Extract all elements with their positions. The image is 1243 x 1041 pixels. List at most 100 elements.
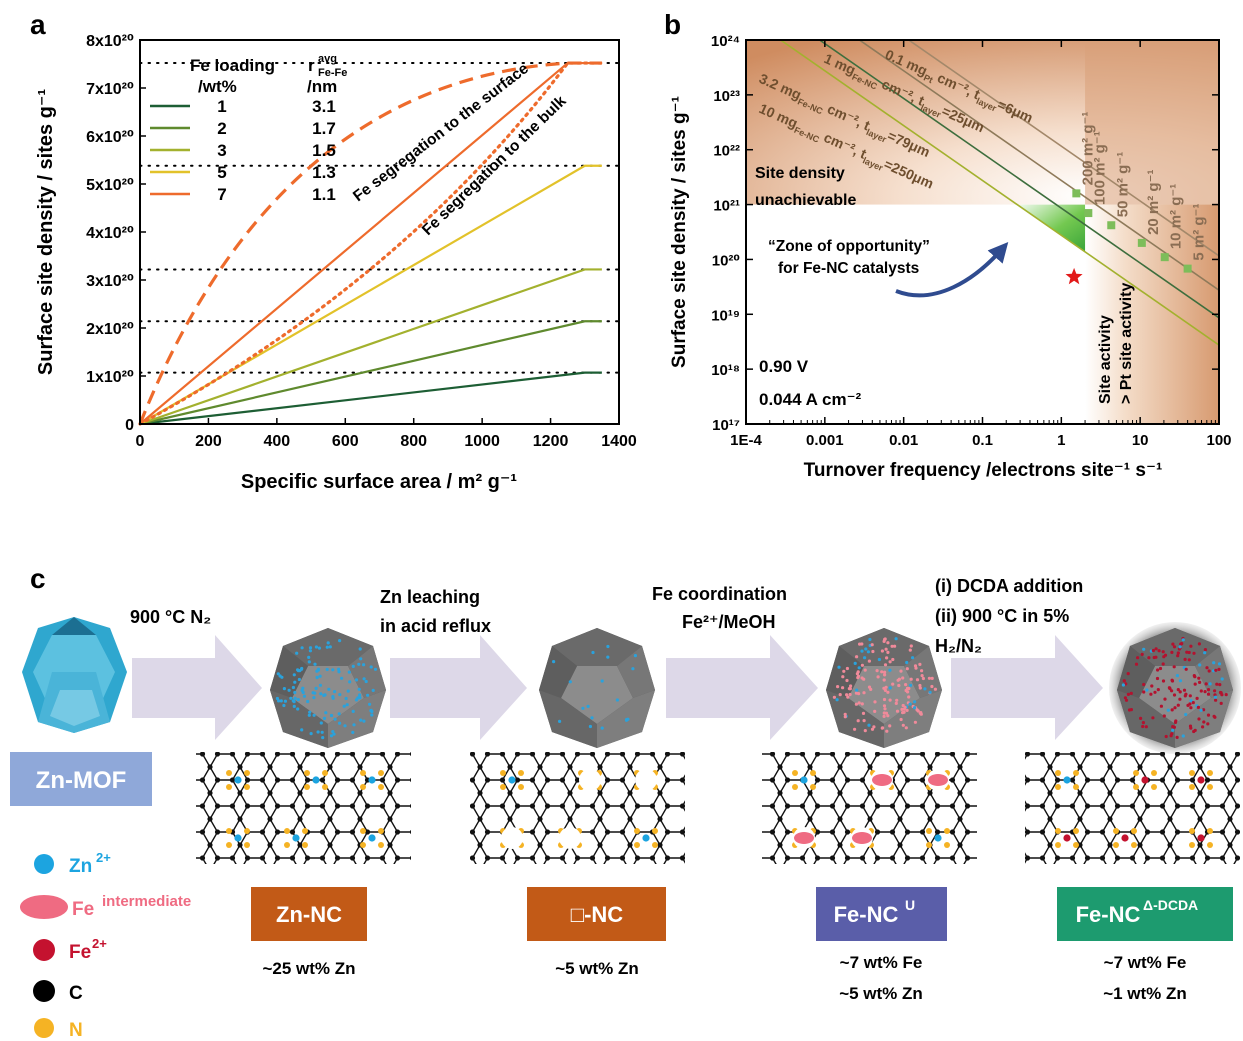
crystal-dopant-dot [1188, 724, 1193, 728]
crystal-dopant-dot [1175, 674, 1179, 678]
legend-fe2-sup: 2+ [92, 936, 107, 951]
crystal-dopant-dot [1198, 680, 1202, 685]
panel-label-a: a [30, 9, 46, 40]
crystal-dopant-dot [842, 669, 846, 673]
crystal-dopant-dot [282, 703, 286, 708]
crystal-dopant-dot [897, 683, 901, 688]
crystal-dopant-dot [915, 678, 920, 682]
crystal-dopant-dot [835, 698, 839, 702]
crystal-dopant-dot [1172, 645, 1177, 649]
crystal-dopant-dot [316, 667, 321, 671]
fe-intermediate-site [872, 774, 892, 786]
nitrogen-atom [1151, 770, 1157, 776]
metal-site [368, 834, 376, 842]
surface-area-marker [1160, 253, 1169, 262]
y-tick-label: 10²² [713, 143, 740, 160]
vacancy-site [501, 827, 523, 849]
crystal-dopant-dot [875, 669, 879, 673]
crystal-dopant-dot [1178, 645, 1182, 649]
crystal-dopant-dot [1192, 651, 1196, 655]
crystal-dopant-dot [1170, 678, 1174, 682]
crystal-dopant-dot [324, 711, 328, 715]
annotation-unachievable-2: unachievable [755, 192, 856, 209]
panel-a-series [138, 61, 604, 426]
crystal-dopant-dot [625, 718, 629, 722]
x-tick-label: 200 [195, 433, 222, 450]
nitrogen-atom [1189, 842, 1195, 848]
metal-site [234, 834, 242, 842]
crystal-dopant-dot [1188, 694, 1192, 698]
panel-b-ticks: 1E-4 0.001 0.01 0.1 1 10 100 10¹⁷ 10¹⁸ 10¹⁹ 10²⁰ 10… [711, 33, 1232, 449]
label-subscript: Pt [922, 72, 934, 85]
zn-mof-box [10, 752, 152, 806]
crystal-dopant-dot [1129, 691, 1133, 696]
nitrogen-atom [1055, 784, 1061, 790]
crystal-dopant-dot [586, 704, 590, 709]
metal-site [234, 776, 242, 784]
crystal-dopant-dot [909, 644, 913, 648]
crystal-dopant-dot [918, 686, 922, 690]
crystal-dopant-dot [1183, 657, 1187, 662]
nitrogen-atom [226, 770, 232, 776]
panel-a-ticks: 0 200 400 600 800 1000 1200 1400 0 1x10²⁰ 2x10²⁰ 3x… [86, 33, 637, 450]
nitrogen-atom [1113, 842, 1119, 848]
crystal-dopant-dot [1176, 703, 1180, 707]
process-arrow-1 [132, 635, 262, 740]
crystal-dopant-dot [904, 683, 908, 687]
legend-header-r: r [308, 56, 315, 75]
crystal-dopant-dot [1147, 656, 1151, 660]
crystal-dopant-dot [373, 667, 378, 671]
nitrogen-atom [1055, 770, 1061, 776]
crystal-dopant-dot [1220, 693, 1224, 697]
crystal-dopant-dot [338, 693, 342, 697]
crystal-dopant-dot [876, 675, 880, 679]
y-tick-label: 0 [125, 417, 134, 434]
crystal-dopant-dot [1181, 638, 1185, 642]
crystal-dopant-dot [883, 663, 888, 667]
crystal-dopant-dot [862, 691, 866, 695]
crystal-dopant-dot [306, 699, 310, 704]
crystal-dopant-dot [331, 695, 335, 699]
crystal-dopant-dot [590, 716, 594, 720]
crystal-dopant-dot [329, 734, 334, 738]
crystal-dopant-dot [297, 677, 301, 682]
nitrogen-atom [926, 842, 932, 848]
crystal-dopant-dot [1172, 665, 1176, 669]
crystal-dopant-dot [1206, 692, 1211, 696]
surface-area-marker [1072, 189, 1081, 198]
legend-header-r-sup: avg [318, 53, 337, 65]
crystal-dopant-dot [920, 674, 924, 678]
crystal-dopant-dot [357, 662, 361, 666]
crystal-dopant-dot [295, 651, 299, 655]
crystal-dopant-dot [927, 676, 932, 680]
crystal-dopant-dot [1176, 688, 1180, 692]
nitrogen-atom [244, 784, 250, 790]
fe-nc-dcda-label: Fe-NC [1076, 902, 1141, 927]
surface-area-marker [1107, 221, 1116, 230]
x-tick-label: 1 [1057, 432, 1065, 449]
nitrogen-atom [378, 770, 384, 776]
crystal-dopant-dot [1171, 725, 1175, 729]
crystal-dopant-dot [1206, 722, 1210, 726]
crystal-dopant-dot [1197, 676, 1201, 680]
y-tick-label: 1x10²⁰ [86, 369, 134, 386]
crystal-dopant-dot [907, 695, 911, 699]
nitrogen-atom [1131, 828, 1137, 834]
crystal-dopant-dot [317, 646, 321, 650]
nitrogen-atom [1133, 784, 1139, 790]
crystal-dopant-dot [871, 649, 875, 654]
zn-mof-crystal [22, 617, 127, 733]
crystal-dopant-dot [337, 712, 341, 716]
y-tick-label: 10²⁴ [711, 33, 740, 50]
legend-header-r-sub: Fe-Fe [318, 67, 347, 79]
crystal-dopant-dot [308, 649, 312, 653]
crystal-dopant-dot [1189, 699, 1193, 703]
crystal-dopant-dot [1150, 684, 1154, 688]
crystal-dopant-dot [845, 666, 850, 671]
x-tick-label: 0.1 [972, 432, 993, 449]
fe-nc-u-label: Fe-NC [834, 902, 899, 927]
crystal-dopant-dot [1162, 655, 1166, 659]
crystal-dopant-dot [352, 723, 356, 727]
vacancy-nc-lattice [470, 752, 685, 864]
crystal-dopant-dot [863, 656, 867, 660]
